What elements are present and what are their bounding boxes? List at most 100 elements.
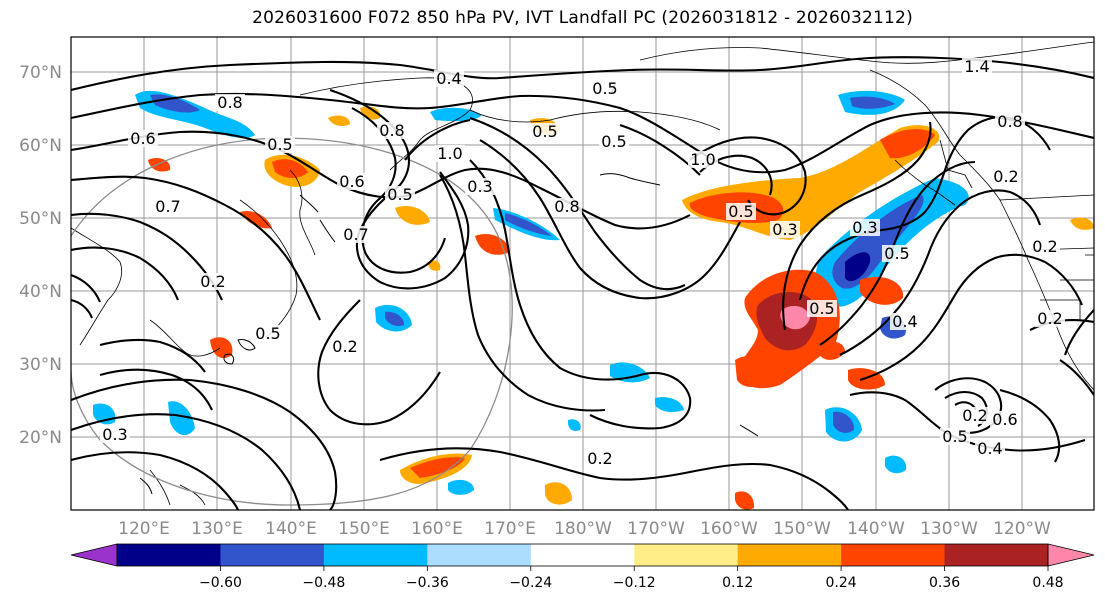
contour-label-bg	[265, 136, 295, 153]
lat-label: 60°N	[19, 136, 62, 156]
contour-label-bg	[585, 450, 615, 467]
pv-patch-positive	[1070, 217, 1094, 230]
contour-label-bg	[530, 123, 560, 140]
contour-label-bg	[599, 133, 629, 150]
lon-label: 140°W	[847, 519, 905, 539]
pv-patch-negative	[610, 362, 650, 383]
lon-label: 120°W	[993, 519, 1051, 539]
lon-label: 130°W	[920, 519, 978, 539]
colorbar-segment	[634, 544, 739, 566]
contour-label-bg	[377, 122, 407, 139]
contour-label-bg	[330, 338, 360, 355]
lon-label: 120°E	[118, 519, 170, 539]
colorbar-label: −0.36	[406, 575, 449, 591]
contour-label-bg	[198, 273, 228, 290]
contour-label: 0.3	[772, 220, 797, 239]
contour-label-bg	[465, 178, 495, 195]
contour-label: 0.2	[1032, 237, 1057, 256]
contour-label-bg	[100, 426, 130, 443]
contour-label-bg	[975, 440, 1005, 457]
contour-label-bg	[890, 313, 920, 330]
contour-label: 1.0	[690, 150, 715, 169]
contour-label: 0.2	[993, 167, 1018, 186]
pv-patch-positive	[210, 337, 233, 359]
contour-label: 0.4	[977, 439, 1002, 458]
contour-label: 0.2	[587, 449, 612, 468]
colorbar-extend-high	[1047, 543, 1095, 567]
contour-label: 0.3	[102, 425, 127, 444]
colorbar-segment	[530, 544, 635, 566]
colorbar-label: −0.12	[613, 575, 656, 591]
contour-label-bg	[1035, 310, 1065, 327]
lat-label: 50°N	[19, 209, 62, 229]
pv-patch-negative	[448, 479, 474, 495]
lon-label: 170°W	[627, 519, 685, 539]
contour-label-bg	[1030, 238, 1060, 255]
contour-label-bg	[882, 245, 912, 262]
contour-label-bg	[215, 94, 245, 111]
pv-patch-positive	[820, 341, 845, 360]
pv-patch-positive	[475, 233, 510, 255]
pv-patch-negative	[385, 311, 405, 327]
colorbar-label: −0.24	[509, 575, 552, 591]
coastlines	[71, 41, 1094, 506]
contour-label-bg	[253, 325, 283, 342]
pv-patch-positive	[735, 491, 755, 510]
pv-patch-positive	[240, 210, 272, 229]
pv-patch-negative	[833, 411, 855, 433]
contour-label: 1.0	[437, 144, 462, 163]
contour-label: 0.5	[884, 244, 909, 263]
contour-labels: 0.4 0.8 0.6 0.5 1.0 0.5 0.8 0.5 0.7 0.5 0.6 0.2 0.7 0…	[100, 57, 1065, 468]
lat-label: 70°N	[19, 63, 62, 83]
contour-label: 0.6	[339, 172, 364, 191]
colorbar-segment	[427, 544, 532, 566]
contour-label: 0.2	[962, 406, 987, 425]
colorbar-segment	[841, 544, 946, 566]
contour-label: 0.7	[343, 225, 368, 244]
lat-label: 20°N	[19, 428, 62, 448]
contour-label: 0.5	[267, 135, 292, 154]
contour-label: 0.8	[379, 121, 404, 140]
pv-patch-positive	[272, 159, 308, 178]
pv-patch-negative	[150, 94, 200, 113]
pv-patch-positive	[428, 260, 441, 271]
pv-patch-positive	[735, 355, 775, 387]
contour-label-bg	[552, 198, 582, 215]
contour-label-bg	[807, 300, 837, 317]
lon-label: 130°E	[191, 519, 243, 539]
contour-label: 0.6	[130, 129, 155, 148]
contour-label: 0.3	[852, 218, 877, 237]
contour-label-bg	[435, 145, 465, 162]
pv-patch-positive	[545, 482, 572, 505]
lat-label: 30°N	[19, 355, 62, 375]
colorbar-segment	[117, 544, 221, 566]
colorbar-label: 0.12	[722, 575, 753, 591]
pv-patch-positive	[328, 115, 350, 126]
lon-label: 150°E	[338, 519, 390, 539]
contour-label-bg	[341, 226, 371, 243]
pv-patch-positive	[410, 457, 465, 478]
contour-label-bg	[940, 428, 970, 445]
contour-label-bg	[960, 407, 990, 424]
contour-label: 0.8	[217, 93, 242, 112]
contour-label-bg	[688, 151, 718, 168]
lat-label: 40°N	[19, 282, 62, 302]
lon-label: 160°E	[411, 519, 463, 539]
contour-label: 0.7	[155, 197, 180, 216]
contour-label-bg	[962, 58, 992, 75]
contour-label: 0.5	[942, 427, 967, 446]
contour-label-bg	[990, 411, 1020, 428]
contour-label: 0.6	[992, 410, 1017, 429]
contour-label-bg	[434, 70, 464, 87]
colorbar-label: −0.48	[302, 575, 345, 591]
contour-label: 0.5	[601, 132, 626, 151]
contour-label: 0.2	[1037, 309, 1062, 328]
pv-patch-positive	[880, 128, 935, 159]
latitude-labels: 70°N 60°N 50°N 40°N 30°N 20°N	[19, 63, 62, 448]
contour-label-bg	[337, 173, 367, 190]
lon-label: 180°W	[554, 519, 612, 539]
contour-label: 0.5	[592, 79, 617, 98]
map-frame	[70, 36, 1095, 511]
pv-patch-negative	[567, 419, 581, 431]
